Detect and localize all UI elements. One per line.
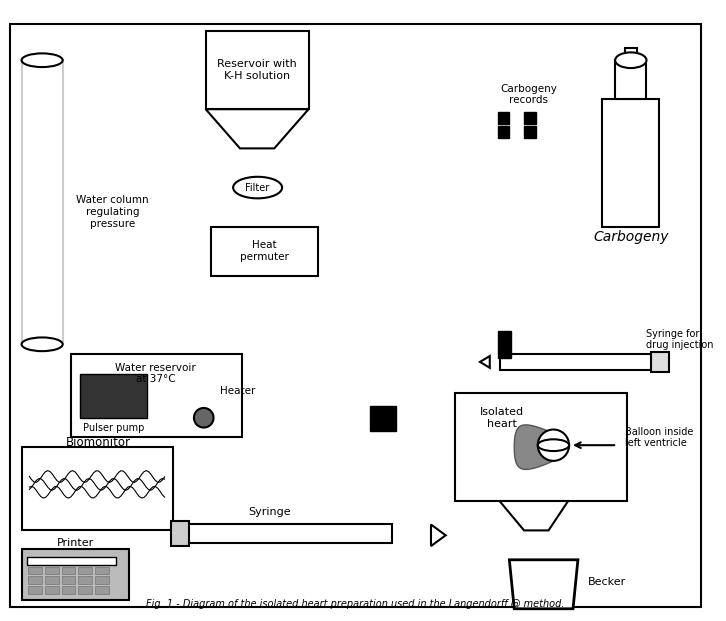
Polygon shape xyxy=(480,356,490,368)
Bar xyxy=(45,586,59,594)
Text: Heat
permuter: Heat permuter xyxy=(240,240,289,262)
Bar xyxy=(78,586,92,594)
Text: Balloon inside
left ventricle: Balloon inside left ventricle xyxy=(625,427,693,448)
Bar xyxy=(62,576,76,584)
Text: Heater: Heater xyxy=(221,386,256,396)
Bar xyxy=(211,227,318,276)
Bar xyxy=(95,586,109,594)
Text: Biomonitor: Biomonitor xyxy=(65,436,131,449)
Bar xyxy=(78,576,92,584)
Circle shape xyxy=(538,430,569,461)
Circle shape xyxy=(194,408,213,427)
Bar xyxy=(45,576,59,584)
Bar xyxy=(524,126,536,138)
Bar xyxy=(171,520,189,546)
Ellipse shape xyxy=(615,52,646,68)
Bar xyxy=(205,31,309,109)
Text: Fig. 1 - Diagram of the isolated heart preparation used in the Langendorff @ met: Fig. 1 - Diagram of the isolated heart p… xyxy=(147,599,565,609)
Bar xyxy=(497,330,511,344)
Bar xyxy=(497,112,510,124)
Bar xyxy=(22,60,62,344)
Bar xyxy=(70,354,242,437)
Bar xyxy=(497,344,511,358)
Bar xyxy=(186,524,392,543)
Text: Syringe for
drug injection: Syringe for drug injection xyxy=(646,329,714,350)
Bar xyxy=(81,374,147,418)
Bar xyxy=(22,447,174,530)
Text: Filter: Filter xyxy=(245,183,270,193)
Polygon shape xyxy=(499,501,568,530)
Text: Syringe: Syringe xyxy=(248,507,290,517)
Polygon shape xyxy=(205,109,309,148)
Bar xyxy=(455,393,627,501)
Text: Carbogeny: Carbogeny xyxy=(593,230,669,243)
Bar xyxy=(28,576,42,584)
Bar xyxy=(62,586,76,594)
Bar xyxy=(22,549,129,600)
Text: Reservoir with
K-H solution: Reservoir with K-H solution xyxy=(217,59,296,81)
Bar xyxy=(370,406,396,432)
Text: Carbogeny
records: Carbogeny records xyxy=(500,84,558,106)
Bar xyxy=(95,576,109,584)
Bar xyxy=(28,557,115,564)
Text: Printer: Printer xyxy=(57,538,94,548)
Bar xyxy=(603,99,659,227)
Text: Isolated
heart: Isolated heart xyxy=(479,407,523,428)
Bar xyxy=(497,126,510,138)
Ellipse shape xyxy=(22,337,62,351)
Polygon shape xyxy=(431,525,446,546)
Polygon shape xyxy=(510,560,578,609)
Bar xyxy=(45,566,59,574)
Text: Water reservoir
at 37°C: Water reservoir at 37°C xyxy=(115,363,196,384)
Bar xyxy=(95,566,109,574)
Bar xyxy=(28,586,42,594)
Polygon shape xyxy=(514,425,569,469)
Bar xyxy=(499,354,656,369)
Ellipse shape xyxy=(22,53,62,67)
Bar xyxy=(651,352,669,372)
Bar xyxy=(78,566,92,574)
Text: Water column
regulating
pressure: Water column regulating pressure xyxy=(76,196,149,229)
Text: Becker: Becker xyxy=(588,578,626,587)
Bar xyxy=(28,566,42,574)
Bar xyxy=(625,48,637,60)
Bar xyxy=(62,566,76,574)
Text: Pulser pump: Pulser pump xyxy=(83,422,144,433)
Bar xyxy=(524,112,536,124)
Ellipse shape xyxy=(233,177,282,198)
Bar xyxy=(615,60,646,99)
